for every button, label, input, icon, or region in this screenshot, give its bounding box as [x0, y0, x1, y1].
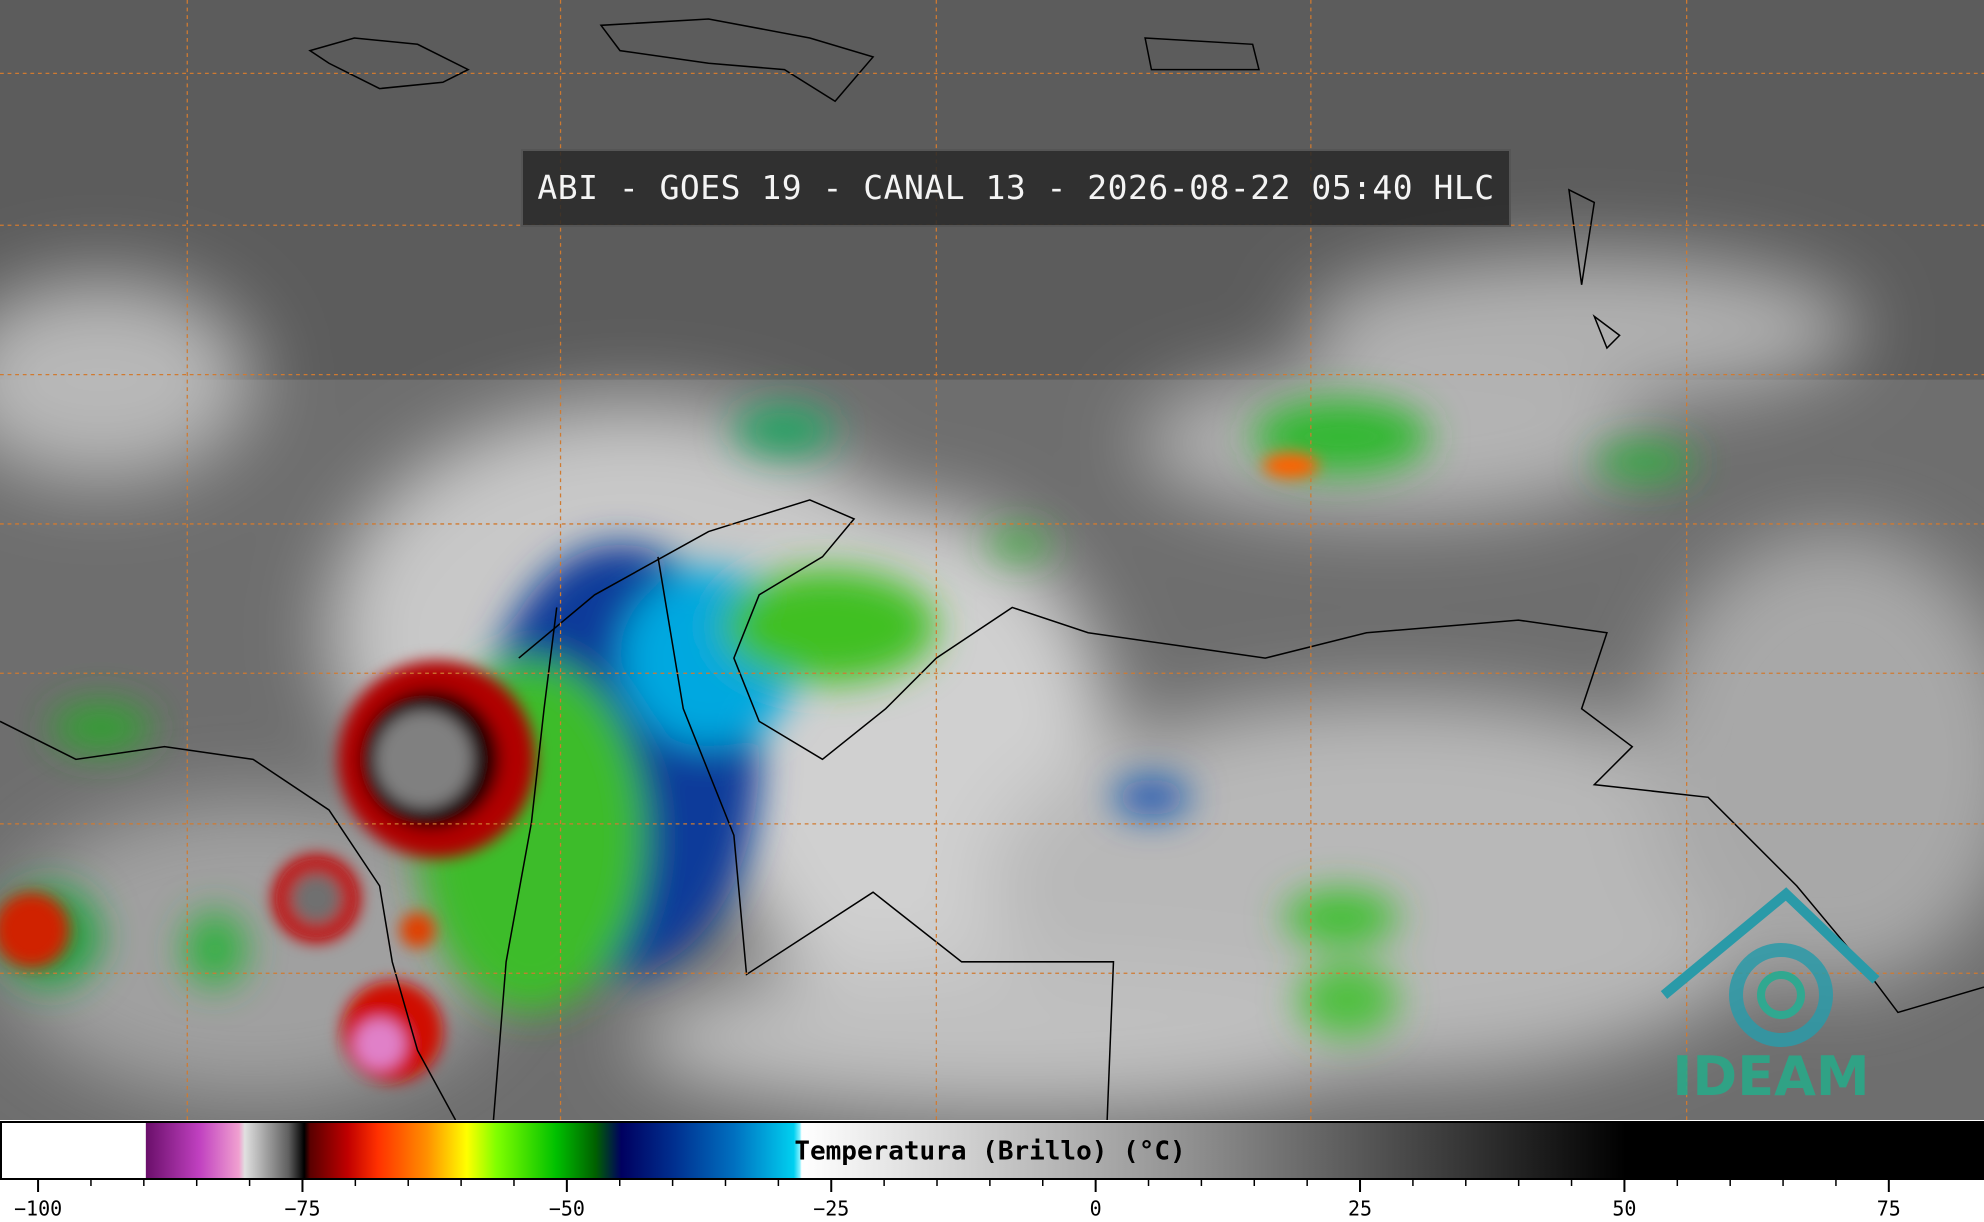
logo-eye [1757, 971, 1805, 1019]
cloud-field [0, 253, 1984, 1114]
tick-label: −100 [14, 1197, 62, 1221]
deep-convection [0, 453, 1319, 1083]
ideam-logo: IDEAM [1660, 887, 1880, 1108]
colorbar: Temperatura (Brillo) (°C) −100 −75 −50 −25 0… [0, 1120, 1984, 1222]
colorbar-ramp [0, 1121, 1984, 1180]
title: ABI - GOES 19 - CANAL 13 - 2026-08-22 05… [537, 168, 1495, 207]
tick-label: 50 [1612, 1197, 1636, 1221]
title-box: ABI - GOES 19 - CANAL 13 - 2026-08-22 05… [521, 149, 1511, 227]
colorbar-label: Temperatura (Brillo) (°C) [794, 1137, 1185, 1167]
tick-label: −50 [549, 1197, 585, 1221]
logo-text: IDEAM [1672, 1045, 1869, 1108]
logo-roof [1660, 887, 1880, 999]
logo-swirl [1729, 943, 1833, 1047]
tick-label: 0 [1090, 1197, 1102, 1221]
tick-label: 75 [1877, 1197, 1901, 1221]
tick-label: 25 [1348, 1197, 1372, 1221]
tick-label: −75 [284, 1197, 320, 1221]
tick-label: −25 [813, 1197, 849, 1221]
coastlines [0, 18, 1984, 1120]
